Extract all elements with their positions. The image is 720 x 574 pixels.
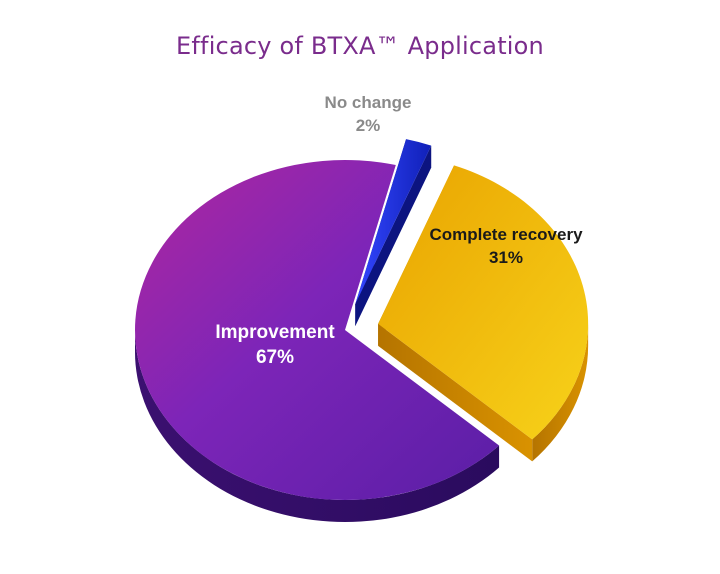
- slice-improvement: [135, 160, 500, 501]
- slice-label-improvement: Improvement: [215, 322, 335, 343]
- slice-complete-recovery: [378, 165, 589, 440]
- slice-label-complete-recovery: Complete recovery: [429, 225, 583, 244]
- slice-side-complete-recovery: [532, 323, 589, 462]
- slice-wall-complete-recovery-1: [378, 323, 533, 462]
- slice-wall-no-change-1: [355, 145, 432, 327]
- pie-tops: [135, 139, 589, 501]
- slice-label-no-change: No change: [325, 93, 412, 112]
- slice-value-complete-recovery: 31%: [489, 248, 523, 267]
- slice-value-no-change: 2%: [356, 116, 381, 135]
- slice-side-improvement: [135, 330, 500, 522]
- chart-title: Efficacy of BTXA™ Application: [176, 32, 544, 60]
- slice-no-change: [355, 139, 432, 305]
- pie-labels: No change 2% Complete recovery 31% Improveme…: [215, 93, 583, 368]
- slice-value-improvement: 67%: [256, 347, 294, 368]
